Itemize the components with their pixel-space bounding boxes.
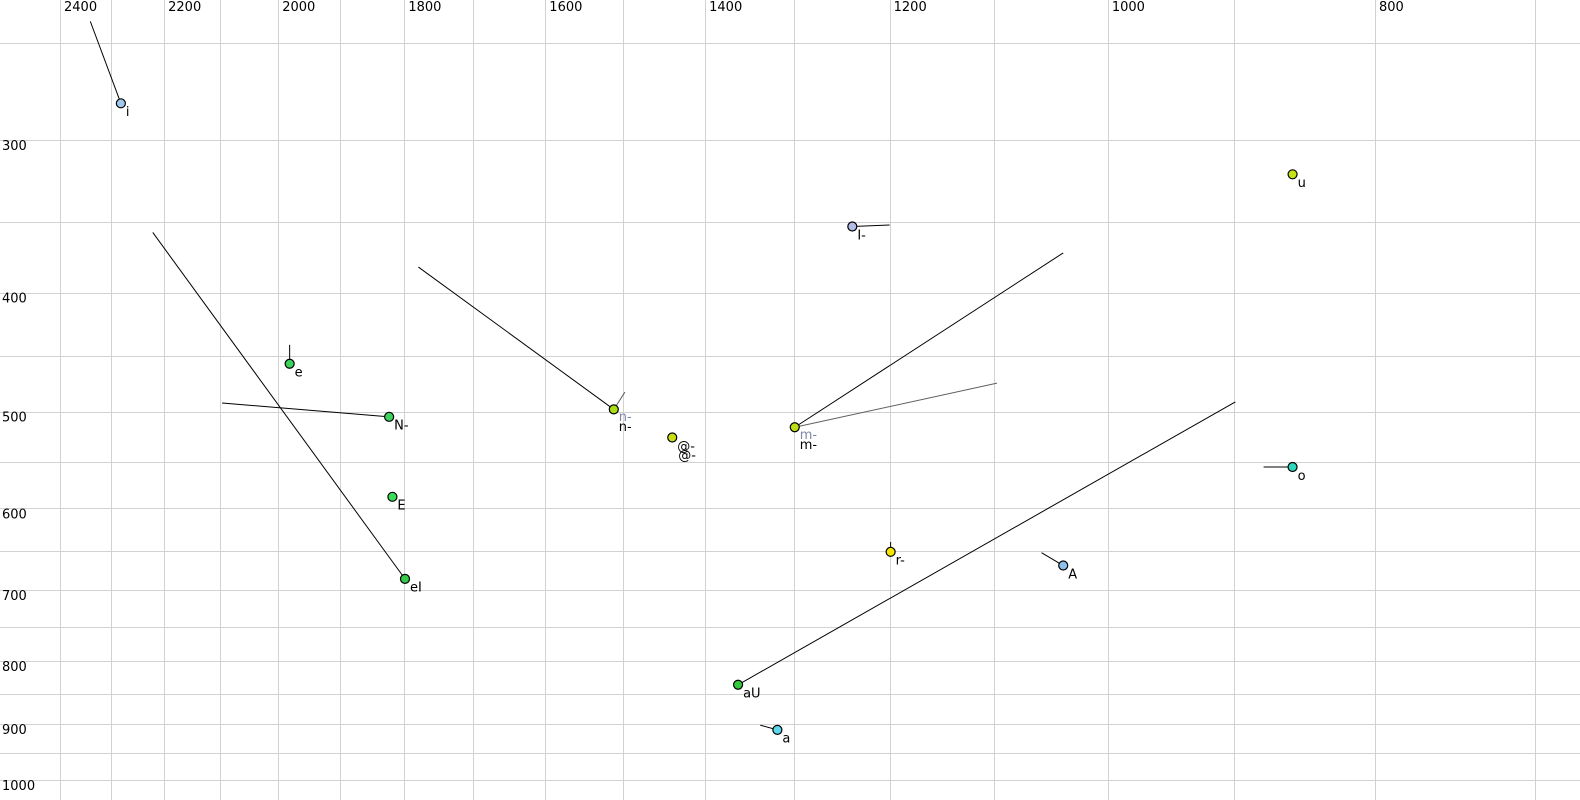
data-point bbox=[847, 221, 858, 232]
data-point bbox=[885, 546, 896, 557]
point-label: N- bbox=[394, 419, 409, 434]
point-label: E bbox=[397, 499, 405, 514]
y-axis-tick-label: 900 bbox=[2, 723, 27, 738]
y-axis-tick-label: 600 bbox=[2, 507, 27, 522]
y-axis-tick-label: 1000 bbox=[2, 779, 35, 794]
x-axis-tick-label: 1000 bbox=[1112, 0, 1145, 15]
data-point bbox=[399, 573, 411, 584]
data-point bbox=[1287, 169, 1298, 180]
point-label: I- bbox=[857, 228, 866, 243]
data-point bbox=[789, 422, 800, 433]
trajectory-line bbox=[222, 402, 390, 418]
x-axis-tick-label: 1200 bbox=[894, 0, 927, 15]
point-label: e bbox=[295, 366, 303, 381]
y-axis-tick-label: 800 bbox=[2, 660, 27, 675]
data-point bbox=[772, 724, 783, 735]
trajectory-lines bbox=[89, 21, 1293, 731]
point-label-secondary: n- bbox=[619, 410, 632, 425]
point-label: eI bbox=[410, 581, 422, 596]
trajectory-line bbox=[89, 21, 122, 104]
point-label: i bbox=[126, 105, 130, 120]
point-label: a bbox=[782, 732, 790, 747]
point-label-extra: @- bbox=[678, 448, 696, 463]
trajectory-line bbox=[852, 224, 890, 227]
point-labels: i u I-e N-n-n- @-@- m-m-o Er- AeI aU a bbox=[126, 105, 1306, 747]
trajectory-line bbox=[794, 252, 1064, 428]
data-point bbox=[384, 411, 395, 422]
point-label: @- bbox=[677, 439, 695, 454]
point-label: m- bbox=[800, 438, 818, 453]
y-axis-tick-label: 500 bbox=[2, 410, 27, 425]
data-point bbox=[667, 432, 678, 443]
data-point bbox=[115, 98, 126, 109]
x-axis-tick-label: 1800 bbox=[408, 0, 441, 15]
x-axis-tick-label: 800 bbox=[1379, 0, 1404, 15]
trajectory-line bbox=[152, 232, 406, 580]
point-label: u bbox=[1298, 176, 1306, 191]
data-point bbox=[732, 679, 744, 690]
trajectory-line bbox=[418, 266, 615, 410]
x-axis-tick-label: 2200 bbox=[168, 0, 201, 15]
x-axis-tick-label: 1400 bbox=[709, 0, 742, 15]
axis-tick-labels: 2400 2200 2000 1800 1600 1400 1200 1000 800 300 40… bbox=[2, 0, 1404, 794]
data-points bbox=[115, 98, 1298, 735]
data-point bbox=[387, 491, 398, 502]
data-point bbox=[284, 358, 295, 369]
y-axis-tick-label: 300 bbox=[2, 139, 27, 154]
point-label: r- bbox=[896, 554, 906, 569]
x-axis-tick-label: 1600 bbox=[549, 0, 582, 15]
x-axis-tick-label: 2400 bbox=[64, 0, 97, 15]
point-label-secondary: m- bbox=[800, 428, 818, 443]
data-point bbox=[608, 404, 619, 415]
x-axis-tick-label: 2000 bbox=[282, 0, 315, 15]
y-axis-tick-label: 400 bbox=[2, 292, 27, 307]
data-point bbox=[1287, 461, 1298, 473]
point-label: o bbox=[1298, 469, 1306, 484]
point-label: A bbox=[1068, 567, 1077, 582]
trajectory-line bbox=[737, 401, 1236, 686]
y-axis-tick-label: 700 bbox=[2, 589, 27, 604]
trajectory-line-secondary bbox=[794, 382, 998, 428]
point-label: aU bbox=[743, 687, 760, 702]
data-point bbox=[1058, 560, 1069, 571]
point-label: n- bbox=[619, 420, 632, 435]
